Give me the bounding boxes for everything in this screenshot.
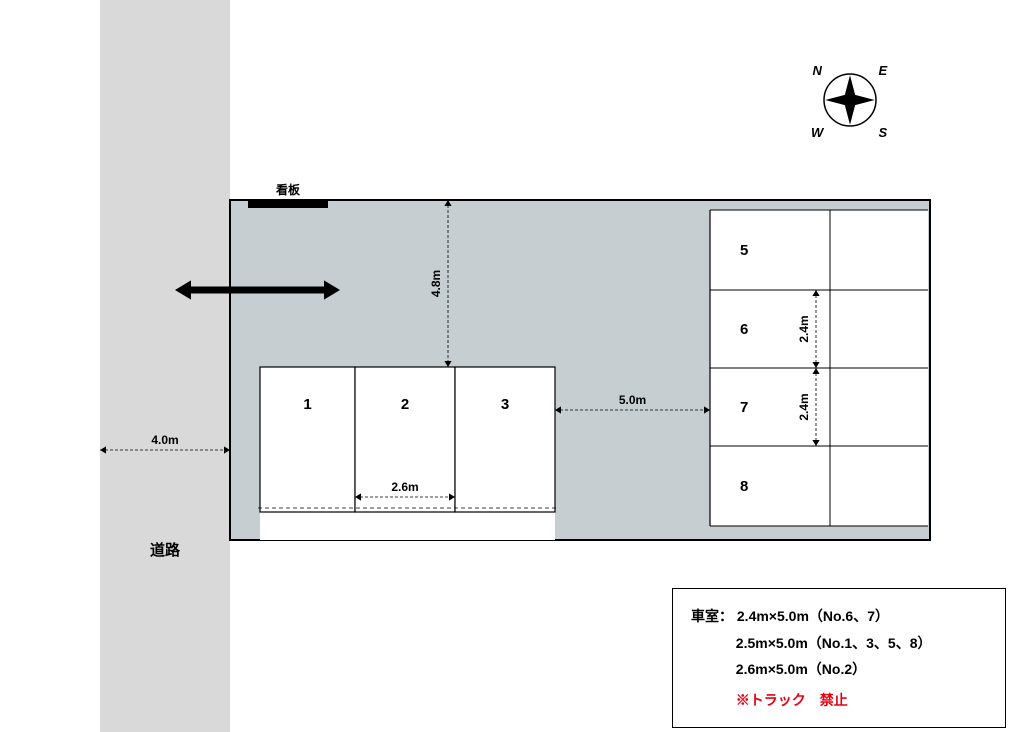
compass-e: E: [878, 63, 887, 78]
svg-text:2.4m: 2.4m: [797, 315, 811, 342]
space-number: 7: [740, 399, 748, 416]
svg-text:2.6m: 2.6m: [391, 480, 418, 494]
svg-text:4.8m: 4.8m: [429, 270, 443, 297]
space-number: 2: [401, 396, 409, 413]
road-label: 道路: [150, 541, 181, 559]
space-number: 8: [740, 478, 748, 495]
road: [100, 0, 230, 732]
legend-warning: ※トラック 禁止: [691, 687, 987, 714]
compass-n: N: [813, 63, 823, 78]
parking-space: [455, 367, 555, 512]
space-number: 1: [303, 396, 311, 413]
sign-label: 看板: [276, 182, 301, 197]
parking-space: [260, 367, 355, 512]
svg-text:5.0m: 5.0m: [619, 393, 646, 407]
compass-w: W: [811, 125, 825, 140]
legend-line: 車室： 2.4m×5.0m（No.6、7）: [691, 603, 987, 630]
legend-box: 車室： 2.4m×5.0m（No.6、7）2.5m×5.0m（No.1、3、5、…: [672, 588, 1006, 728]
legend-line: 2.6m×5.0m（No.2）: [691, 656, 987, 683]
space-number: 6: [740, 321, 748, 338]
space-number: 3: [501, 396, 509, 413]
svg-text:4.0m: 4.0m: [151, 433, 178, 447]
sign-bar: [248, 200, 328, 208]
space-number: 5: [740, 242, 748, 259]
legend-line: 2.5m×5.0m（No.1、3、5、8）: [691, 630, 987, 657]
compass-star: [825, 75, 874, 124]
compass-s: S: [878, 125, 887, 140]
legend-title: 車室：: [691, 608, 733, 624]
svg-text:2.4m: 2.4m: [797, 393, 811, 420]
